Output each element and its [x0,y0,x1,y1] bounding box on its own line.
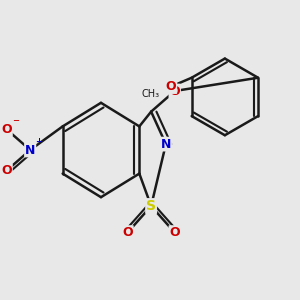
Text: O: O [1,123,12,136]
Text: O: O [166,80,176,93]
Text: S: S [146,199,156,213]
Text: CH₃: CH₃ [141,89,159,99]
Text: N: N [161,138,171,151]
Text: N: N [25,143,35,157]
Text: O: O [1,164,12,177]
Text: O: O [122,226,133,239]
Text: O: O [169,226,180,239]
Text: +: + [35,136,43,146]
Text: O: O [169,85,180,98]
Text: −: − [12,116,19,125]
